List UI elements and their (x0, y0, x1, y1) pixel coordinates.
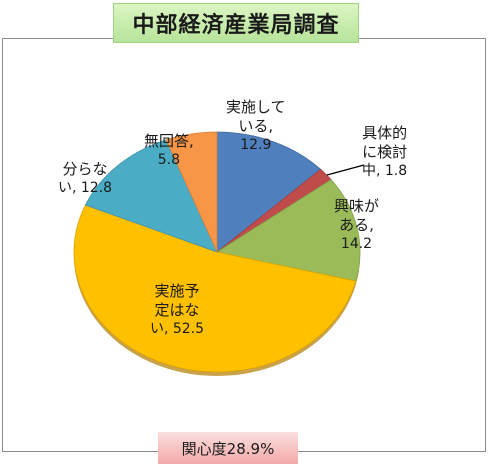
chart-title-text: 中部経済産業局調査 (132, 13, 340, 38)
label-line: 実施予 (154, 282, 200, 300)
pie-slice-5 (165, 131, 218, 253)
label-value: 12.9 (240, 137, 272, 153)
label-gutaiteki-kentou: 具体的 に検討 中, 1.8 (362, 124, 407, 181)
pie-slice-2 (215, 179, 361, 282)
label-value: 5.8 (157, 152, 181, 168)
label-jisshi-shiteiru: 実施して いる, 12.9 (226, 98, 286, 155)
label-kyoumi-ga-aru: 興味が ある, 14.2 (334, 197, 379, 254)
label-line: ある, (339, 216, 374, 234)
pie-slice-0 (216, 131, 322, 253)
label-line: 定はな (154, 301, 200, 319)
label-line: いる, (238, 117, 274, 135)
label-wakaranai: 分らな い, 12.8 (58, 160, 112, 198)
label-value: 14.2 (340, 236, 373, 252)
label-value: い, 52.5 (150, 321, 205, 337)
leader-line (326, 164, 365, 176)
interest-rate-box: 関心度28.9% (158, 432, 298, 464)
label-jisshi-yotei-nai: 実施予 定はな い, 52.5 (150, 282, 204, 339)
label-value: 中, 1.8 (362, 163, 408, 179)
label-mukaitou: 無回答, 5.8 (144, 132, 194, 170)
label-line: 興味が (334, 197, 380, 215)
chart-title: 中部経済産業局調査 (113, 3, 359, 43)
pie-slice-4 (84, 139, 218, 253)
label-line: 具体的 (362, 124, 408, 142)
label-line: に検討 (362, 143, 408, 161)
label-line: 実施して (226, 98, 286, 116)
label-value: い, 12.8 (58, 180, 113, 196)
label-line: 分らな (62, 160, 108, 178)
pie-slice-3 (73, 204, 357, 373)
label-line: 無回答, (144, 132, 194, 150)
interest-rate-text: 関心度28.9% (181, 439, 275, 458)
